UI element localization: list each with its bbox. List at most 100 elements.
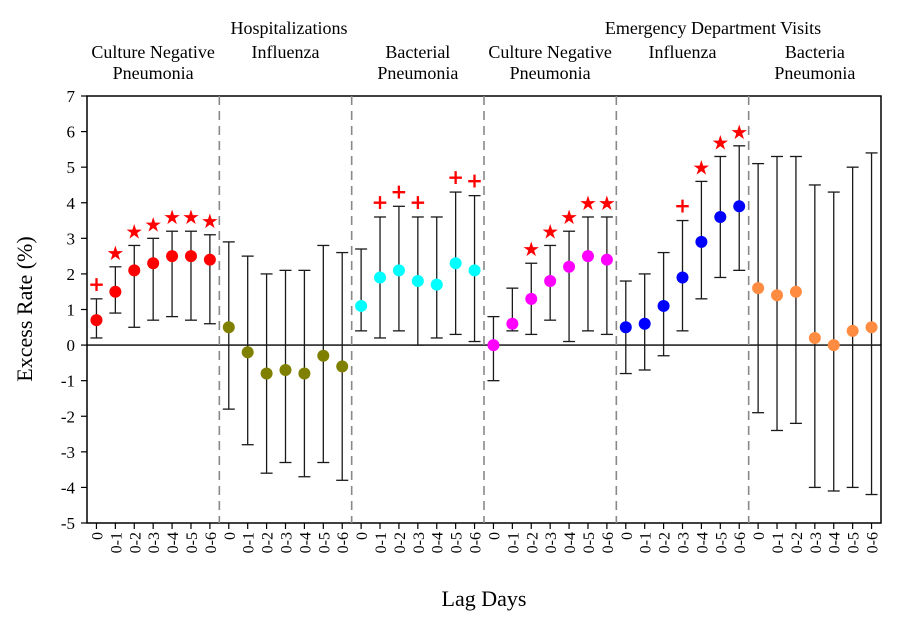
series-label: Pneumonia [774,63,855,83]
x-tick-label: 0-4 [562,532,579,553]
y-tick-label: -5 [61,514,75,533]
data-point [563,260,576,273]
data-point [487,339,500,352]
x-tick-label: 0-6 [600,532,617,553]
y-tick-label: -1 [61,372,75,391]
data-point [374,271,387,284]
x-tick-label: 0 [751,532,768,540]
series-label: Bacterial [385,42,450,62]
x-tick-label: 0-6 [335,532,352,553]
y-tick-label: 2 [67,265,76,284]
x-tick-label: 0-2 [789,532,806,553]
x-tick-label: 0-5 [449,532,466,553]
data-point [789,285,802,298]
group-title-ed-visits: Emergency Department Visits [605,18,821,38]
data-point [752,282,765,295]
data-point [657,299,670,312]
data-point [203,253,216,266]
significance-star-icon: ★ [144,212,162,236]
x-tick-label: 0-2 [260,532,277,553]
y-tick-label: 6 [67,123,76,142]
data-point [771,289,784,302]
data-point [695,235,708,248]
data-point [184,250,197,263]
significance-plus-icon: + [466,169,483,193]
series-label: Influenza [649,42,717,62]
data-point [166,250,179,263]
x-tick-label: 0-4 [827,532,844,553]
significance-plus-icon: + [372,190,389,214]
data-point [865,321,878,334]
x-tick-label: 0-1 [638,532,655,553]
x-tick-label: 0-4 [430,532,447,553]
x-tick-label: 0-4 [694,532,711,553]
data-point [714,210,727,223]
x-tick-label: 0 [89,532,106,540]
x-tick-label: 0-3 [279,532,296,553]
significance-plus-icon: + [447,165,464,189]
series-label: Culture Negative [91,42,214,62]
series-label: Pneumonia [377,63,458,83]
x-tick-label: 0 [619,532,636,540]
significance-star-icon: ★ [730,120,748,144]
y-tick-label: 5 [67,158,76,177]
significance-plus-icon: + [391,179,408,203]
x-tick-label: 0-6 [865,532,882,553]
x-tick-label: 0-3 [808,532,825,553]
data-point [222,321,235,334]
y-tick-label: 3 [67,229,76,248]
x-tick-label: 0 [354,532,371,540]
significance-star-icon: ★ [106,241,124,265]
data-point [676,271,689,284]
data-point [506,317,519,330]
data-point [808,331,821,344]
x-axis-title: Lag Days [442,586,527,611]
x-tick-label: 0-5 [713,532,730,553]
significance-star-icon: ★ [163,205,181,229]
significance-star-icon: ★ [541,219,559,243]
significance-star-icon: ★ [560,205,578,229]
data-point [827,339,840,352]
y-tick-label: 4 [67,194,76,213]
x-tick-label: 0-1 [373,532,390,553]
x-tick-label: 0-1 [241,532,258,553]
x-tick-label: 0 [486,532,503,540]
data-point [581,250,594,263]
series-label: Culture Negative [488,42,611,62]
series-label: Influenza [252,42,320,62]
x-tick-label: 0-2 [524,532,541,553]
data-point [109,285,122,298]
data-point [846,324,859,337]
x-tick-label: 0-5 [184,532,201,553]
x-tick-label: 0-1 [770,532,787,553]
data-point [525,292,538,305]
x-tick-label: 0-3 [146,532,163,553]
x-tick-label: 0-6 [203,532,220,553]
x-tick-label: 0-2 [127,532,144,553]
data-point [147,257,160,270]
data-point [619,321,632,334]
x-tick-label: 0-5 [846,532,863,553]
significance-plus-icon: + [674,194,691,218]
y-tick-label: -2 [61,407,75,426]
data-point [600,253,613,266]
data-point [279,363,292,376]
y-tick-label: -4 [61,478,76,497]
data-point [411,275,424,288]
y-tick-label: -3 [61,443,75,462]
data-point [544,275,557,288]
x-tick-label: 0-3 [543,532,560,553]
y-axis-title: Excess Rate (%) [12,236,37,381]
y-tick-label: 1 [67,301,76,320]
x-tick-label: 0-2 [392,532,409,553]
x-tick-label: 0-1 [108,532,125,553]
x-tick-label: 0 [222,532,239,540]
significance-star-icon: ★ [201,209,219,233]
data-point [241,346,254,359]
x-tick-label: 0-3 [411,532,428,553]
data-point [733,200,746,213]
x-tick-label: 0-1 [505,532,522,553]
data-point [298,367,311,380]
